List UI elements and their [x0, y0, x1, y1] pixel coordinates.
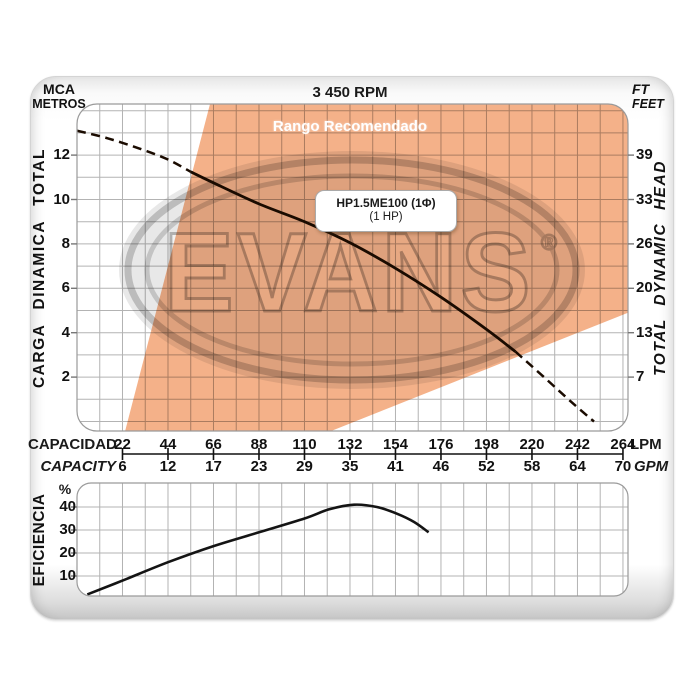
head-chart-edge-ticks [71, 154, 634, 378]
x-tick-lpm: 264 [610, 436, 636, 453]
feet-label: FEET [632, 97, 664, 111]
x-tick-gpm: 52 [478, 458, 495, 475]
x-tick-lpm: 154 [382, 436, 408, 453]
y-tick-feet: 26 [636, 234, 653, 252]
x-tick-gpm: 35 [341, 458, 359, 475]
x-tick-gpm: 41 [387, 458, 404, 475]
x-tick-lpm: 198 [473, 436, 499, 453]
x-tick-gpm: 23 [250, 458, 268, 475]
y-tick-metros: 2 [61, 368, 70, 386]
head-curve-dashed-left [77, 129, 192, 173]
x-tick-lpm: 44 [159, 436, 177, 453]
capacity-axis [121, 448, 624, 460]
efficiency-chart-area [77, 483, 628, 596]
y-tick-feet: 13 [636, 323, 653, 341]
efficiency-chart-grid [77, 483, 628, 596]
head-chart-border [76, 103, 629, 432]
head-curve-solid [190, 170, 517, 353]
efficiency-curve [86, 503, 430, 596]
right-axis-units: FT FEET [632, 82, 680, 112]
x-tick-gpm: 70 [614, 458, 632, 475]
efficiency-tick-pct: 10 [59, 567, 76, 584]
x-tick-gpm: 46 [432, 458, 450, 475]
x-tick-lpm: 88 [250, 436, 268, 453]
percent-label: % [58, 481, 72, 497]
gpm-unit-label: GPM [634, 458, 669, 475]
x-tick-lpm: 220 [519, 436, 545, 453]
x-tick-lpm: 176 [428, 436, 454, 453]
x-tick-gpm: 58 [523, 458, 541, 475]
x-tick-lpm: 242 [564, 436, 590, 453]
x-tick-gpm: 29 [296, 458, 313, 475]
efficiency-axis-title: EFICIENCIA [31, 493, 48, 587]
y-tick-metros: 8 [61, 234, 70, 252]
rpm-label: 3 450 RPM [312, 84, 388, 101]
model-label-box: HP1.5ME100 (1Φ) (1 HP) [315, 190, 457, 232]
efficiency-chart-border [76, 482, 629, 597]
y-tick-metros: 6 [61, 279, 70, 297]
x-tick-gpm: 17 [205, 458, 222, 475]
y-tick-feet: 33 [636, 190, 653, 208]
efficiency-tick-pct: 20 [59, 544, 76, 561]
left-axis-units: MCA METROS [28, 82, 90, 112]
ft-label: FT [632, 81, 650, 97]
x-tick-lpm: 66 [205, 436, 222, 453]
recommended-range-region [125, 104, 628, 431]
efficiency-tick-pct: 30 [59, 521, 76, 538]
y-tick-feet: 20 [636, 279, 653, 297]
capacity-label: CAPACITY [40, 458, 116, 475]
x-tick-gpm: 64 [569, 458, 586, 475]
y-tick-feet: 39 [636, 146, 653, 164]
y-tick-metros: 10 [53, 190, 70, 208]
recommended-range-label: Rango Recomendado [272, 118, 428, 135]
x-tick-gpm: 6 [118, 458, 127, 475]
x-tick-lpm: 110 [292, 436, 317, 453]
model-power: (1 HP) [369, 211, 403, 223]
y-tick-metros: 12 [53, 146, 70, 164]
metros-label: METROS [32, 97, 86, 111]
x-tick-lpm: 132 [337, 436, 363, 453]
efficiency-tick-pct: 40 [59, 498, 76, 515]
lpm-unit-label: LPM [630, 436, 662, 453]
head-chart-area: EVANS® [77, 104, 628, 431]
y-tick-feet: 7 [636, 368, 645, 386]
head-curve-dashed-right [514, 350, 595, 423]
x-tick-lpm: 22 [114, 436, 131, 453]
mca-label: MCA [43, 81, 75, 97]
capacidad-label: CAPACIDAD [28, 436, 117, 453]
x-tick-gpm: 12 [159, 458, 177, 475]
model-number: HP1.5ME100 (1Φ) [336, 196, 436, 210]
efficiency-edge-ticks [71, 506, 77, 577]
y-tick-metros: 4 [61, 323, 70, 341]
